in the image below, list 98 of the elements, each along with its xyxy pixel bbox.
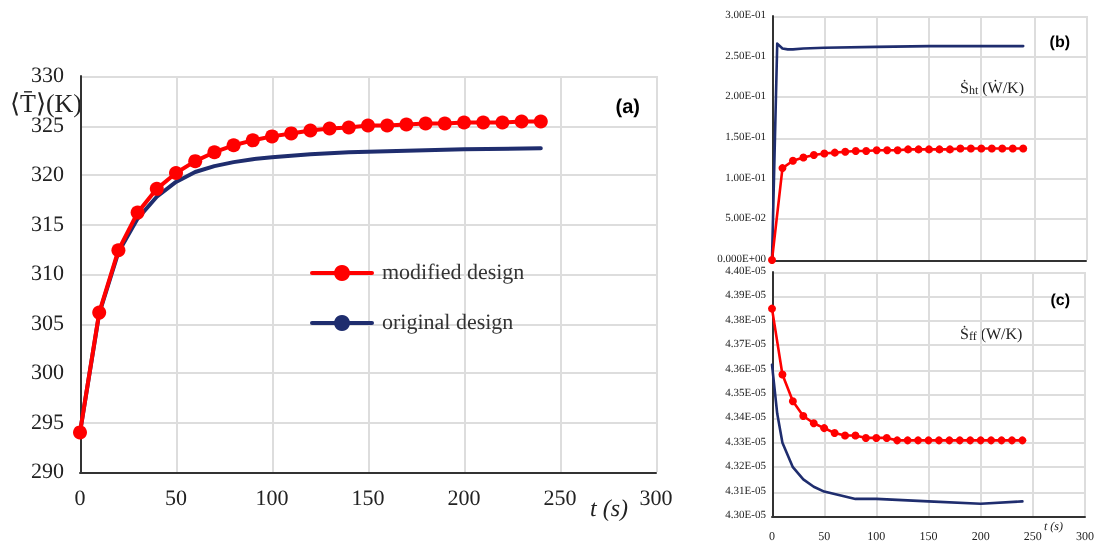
point xyxy=(778,164,787,173)
point xyxy=(955,436,964,445)
point xyxy=(495,115,510,130)
point xyxy=(169,166,183,181)
point xyxy=(226,138,241,153)
point xyxy=(207,145,222,160)
point xyxy=(778,370,787,379)
x-tick-label: 50 xyxy=(165,487,188,511)
point xyxy=(945,436,954,445)
point xyxy=(788,397,797,406)
point xyxy=(111,243,126,258)
point xyxy=(188,154,203,169)
point xyxy=(956,144,965,153)
point xyxy=(966,436,975,445)
point xyxy=(851,147,860,156)
point xyxy=(1019,144,1028,153)
point xyxy=(130,205,145,220)
y-tick-label: 295 xyxy=(31,410,65,435)
point xyxy=(914,436,923,445)
point xyxy=(437,116,452,131)
point xyxy=(1007,436,1016,445)
point xyxy=(914,145,923,154)
point xyxy=(987,436,996,445)
point xyxy=(1018,436,1027,445)
point xyxy=(361,118,375,133)
point xyxy=(820,424,829,433)
point xyxy=(830,148,839,157)
text: (b) xyxy=(1049,33,1071,51)
point xyxy=(893,436,902,445)
point xyxy=(149,181,164,196)
point xyxy=(872,146,881,155)
point xyxy=(476,115,491,130)
point xyxy=(788,156,797,165)
y-tick-label: 320 xyxy=(31,163,65,187)
point xyxy=(934,436,943,445)
point xyxy=(809,419,818,428)
x-tick-label: 200 xyxy=(447,487,482,511)
point xyxy=(935,145,944,154)
point xyxy=(987,144,996,153)
point xyxy=(265,129,279,144)
x-tick-label: 300 xyxy=(639,487,674,511)
point xyxy=(976,436,985,445)
point xyxy=(303,123,318,138)
point xyxy=(514,114,529,129)
y-tick-label: 290 xyxy=(31,460,65,484)
legend-label: original design xyxy=(382,311,515,335)
point xyxy=(533,114,548,129)
point xyxy=(998,144,1007,153)
point xyxy=(768,304,776,313)
point xyxy=(341,120,356,135)
point xyxy=(893,146,902,155)
y-tick-label: 330 xyxy=(31,64,65,88)
point xyxy=(903,436,912,445)
line-series xyxy=(770,363,1024,506)
x-tick-label: 0 xyxy=(74,487,87,511)
point xyxy=(768,256,776,264)
point xyxy=(399,117,414,132)
point xyxy=(925,145,933,154)
text: (c) xyxy=(1050,291,1071,309)
x-tick-label: 250 xyxy=(543,487,578,511)
point xyxy=(418,116,433,131)
y-tick-label: 315 xyxy=(31,212,65,237)
point xyxy=(830,429,839,438)
y-tick-label: 300 xyxy=(31,361,65,385)
point xyxy=(457,115,471,130)
point xyxy=(245,133,260,148)
x-axis-title: t (s) xyxy=(590,494,628,522)
point xyxy=(851,431,860,440)
point xyxy=(997,436,1006,445)
point xyxy=(945,145,954,154)
point xyxy=(966,144,975,153)
y-axis-title: ⟨T̄⟩(K) xyxy=(10,88,82,118)
point xyxy=(904,145,913,154)
point xyxy=(861,433,870,442)
point xyxy=(977,144,986,153)
point xyxy=(872,433,881,442)
point xyxy=(1008,144,1017,153)
point xyxy=(882,433,891,442)
point xyxy=(380,118,395,133)
point xyxy=(862,147,871,156)
point xyxy=(799,153,808,162)
x-tick-label: 150 xyxy=(351,487,386,511)
legend-label: modified design xyxy=(382,261,526,285)
point xyxy=(284,126,299,141)
y-tick-label: 310 xyxy=(31,262,65,286)
point xyxy=(924,436,933,445)
point xyxy=(799,411,808,420)
point xyxy=(809,151,818,160)
point xyxy=(322,121,337,136)
y-tick-label: 305 xyxy=(31,311,65,336)
point xyxy=(92,305,107,320)
point xyxy=(883,146,892,155)
point xyxy=(841,147,850,156)
point xyxy=(841,431,850,440)
text: (a) xyxy=(615,97,641,119)
point xyxy=(73,425,87,440)
x-tick-label: 100 xyxy=(255,487,290,511)
point xyxy=(820,149,829,158)
